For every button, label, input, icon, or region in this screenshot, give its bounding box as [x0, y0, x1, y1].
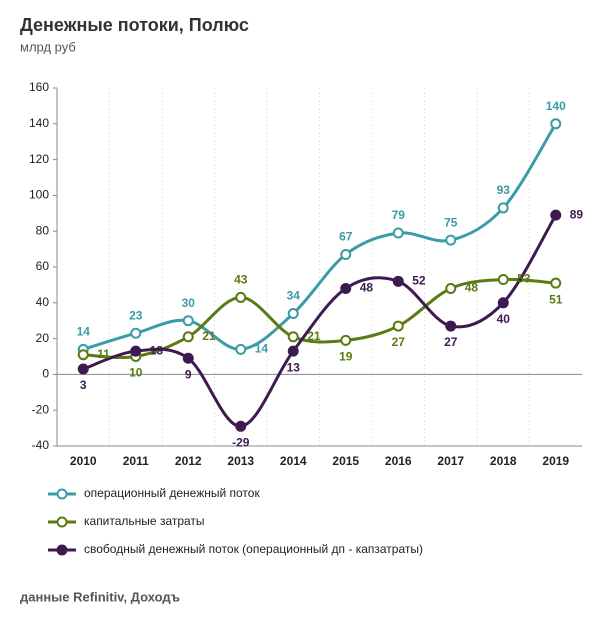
- data-label: 13: [287, 360, 301, 374]
- data-label: -29: [232, 435, 250, 449]
- data-point: [445, 320, 457, 332]
- y-tick-label: 0: [42, 367, 49, 381]
- data-point: [130, 327, 142, 339]
- x-tick-label: 2010: [70, 454, 97, 468]
- data-label: 67: [339, 230, 353, 244]
- legend-label: свободный денежный поток (операционный д…: [84, 542, 423, 556]
- data-label: 43: [234, 273, 248, 287]
- source-note: данные Refinitiv, Доходъ: [20, 589, 180, 604]
- data-label: 30: [182, 296, 196, 310]
- x-tick-label: 2016: [385, 454, 412, 468]
- y-tick-label: 80: [36, 223, 50, 237]
- data-point: [182, 331, 194, 343]
- data-point: [445, 282, 457, 294]
- data-label: 21: [202, 329, 216, 343]
- x-tick-label: 2019: [542, 454, 569, 468]
- y-tick-label: -20: [32, 402, 50, 416]
- data-label: 23: [129, 308, 143, 322]
- x-tick-label: 2015: [332, 454, 359, 468]
- y-tick-label: 40: [36, 295, 50, 309]
- data-label: 51: [549, 292, 563, 306]
- data-point: [287, 345, 299, 357]
- data-point: [392, 227, 404, 239]
- data-label: 9: [185, 367, 192, 381]
- data-label: 11: [97, 347, 110, 361]
- x-tick-label: 2013: [227, 454, 254, 468]
- y-tick-label: 160: [29, 80, 49, 94]
- data-label: 19: [339, 350, 353, 364]
- x-tick-label: 2012: [175, 454, 202, 468]
- data-point: [340, 334, 352, 346]
- x-tick-label: 2017: [437, 454, 464, 468]
- y-tick-label: 140: [29, 116, 49, 130]
- legend-marker: [56, 544, 68, 556]
- data-label: 140: [546, 99, 566, 113]
- data-point: [550, 277, 562, 289]
- data-label: 52: [412, 273, 426, 287]
- data-point: [182, 315, 194, 327]
- data-point: [445, 234, 457, 246]
- y-tick-label: 60: [36, 259, 50, 273]
- chart-subtitle: млрд руб: [20, 39, 76, 54]
- data-point: [287, 331, 299, 343]
- y-tick-label: 100: [29, 188, 49, 202]
- data-label: 79: [392, 208, 406, 222]
- legend-label: капитальные затраты: [84, 514, 205, 528]
- legend-marker: [56, 488, 68, 500]
- data-point: [235, 291, 247, 303]
- x-tick-label: 2018: [490, 454, 517, 468]
- data-label: 14: [77, 325, 91, 339]
- data-label: 34: [287, 289, 301, 303]
- data-point: [77, 363, 89, 375]
- x-tick-label: 2011: [123, 454, 149, 468]
- data-point: [287, 308, 299, 320]
- data-point: [392, 320, 404, 332]
- y-tick-label: 120: [29, 152, 49, 166]
- data-label: 13: [150, 343, 164, 357]
- data-point: [77, 349, 89, 361]
- data-label: 27: [392, 335, 406, 349]
- data-point: [340, 248, 352, 260]
- data-point: [497, 274, 509, 286]
- data-point: [130, 345, 142, 357]
- data-point: [550, 209, 562, 221]
- x-tick-label: 2014: [280, 454, 307, 468]
- data-label: 75: [444, 215, 458, 229]
- data-label: 48: [465, 281, 479, 295]
- chart-title: Денежные потоки, Полюс: [20, 15, 249, 35]
- legend-marker: [56, 516, 68, 528]
- data-point: [340, 282, 352, 294]
- series-line: [83, 277, 556, 360]
- data-point: [550, 118, 562, 130]
- data-label: 40: [497, 312, 511, 326]
- data-point: [235, 420, 247, 432]
- data-point: [235, 343, 247, 355]
- data-label: 53: [517, 272, 531, 286]
- data-label: 93: [497, 183, 511, 197]
- data-label: 10: [129, 366, 143, 380]
- data-label: 14: [255, 342, 269, 356]
- data-label: 21: [307, 329, 321, 343]
- data-point: [497, 297, 509, 309]
- data-label: 89: [570, 207, 584, 221]
- data-point: [392, 275, 404, 287]
- data-point: [182, 352, 194, 364]
- legend-label: операционный денежный поток: [84, 486, 260, 500]
- series-line: [82, 214, 558, 428]
- data-label: 48: [360, 281, 374, 295]
- y-tick-label: -40: [32, 438, 50, 452]
- data-point: [497, 202, 509, 214]
- data-label: 27: [444, 335, 458, 349]
- data-label: 3: [80, 378, 87, 392]
- y-tick-label: 20: [36, 331, 50, 345]
- series-line: [82, 123, 558, 351]
